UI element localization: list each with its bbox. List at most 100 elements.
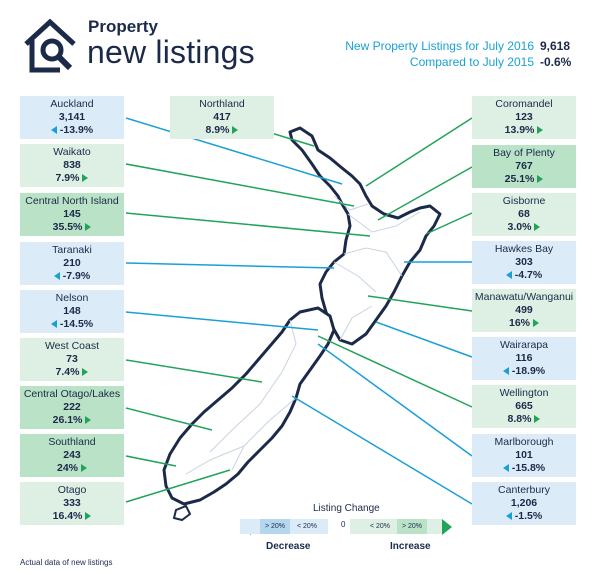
increase-arrow-icon bbox=[232, 126, 239, 134]
increase-arrow-icon bbox=[82, 368, 89, 376]
region-count: 333 bbox=[63, 497, 81, 509]
region-count: 243 bbox=[63, 449, 81, 461]
legend-inc-gt: > 20% bbox=[396, 519, 427, 534]
region-box-bay-of-plenty: Bay of Plenty 767 25.1% bbox=[472, 145, 576, 188]
footnote: Actual data of new listings bbox=[20, 558, 113, 567]
region-name: Hawkes Bay bbox=[494, 243, 554, 255]
region-change: 16% bbox=[508, 317, 530, 329]
region-name: Nelson bbox=[55, 292, 89, 304]
region-box-taranaki: Taranaki 210 -7.9% bbox=[20, 242, 124, 285]
region-change: 7.9% bbox=[55, 172, 80, 184]
region-change: -7.9% bbox=[62, 270, 91, 282]
decrease-arrow-icon bbox=[53, 272, 60, 280]
region-change: 13.9% bbox=[504, 124, 535, 136]
listings-value: 9,618 bbox=[540, 39, 571, 53]
decrease-connectors bbox=[125, 117, 473, 505]
region-name: Coromandel bbox=[495, 98, 553, 110]
region-change: 35.5% bbox=[52, 221, 83, 233]
region-change: -18.9% bbox=[511, 365, 546, 377]
region-change: 8.9% bbox=[205, 124, 230, 136]
region-name: Canterbury bbox=[498, 484, 550, 496]
region-name: Wellington bbox=[499, 387, 549, 399]
legend-title: Listing Change bbox=[313, 503, 380, 514]
compare-label: Compared to July 2015 bbox=[409, 55, 534, 69]
region-box-canterbury: Canterbury 1,206 -1.5% bbox=[472, 482, 576, 525]
legend-increase-label: Increase bbox=[390, 541, 431, 552]
region-count: 222 bbox=[63, 401, 81, 413]
region-count: 1,206 bbox=[510, 497, 538, 509]
region-change: 25.1% bbox=[504, 173, 535, 185]
legend-decrease-bar: > 20% < 20% bbox=[240, 519, 328, 534]
region-box-nelson: Nelson 148 -14.5% bbox=[20, 290, 124, 333]
region-box-gisborne: Gisborne 68 3.0% bbox=[472, 193, 576, 236]
region-count: 101 bbox=[515, 449, 533, 461]
increase-arrow-icon bbox=[534, 223, 541, 231]
region-count: 73 bbox=[66, 353, 78, 365]
region-count: 665 bbox=[515, 400, 533, 412]
house-search-logo-icon bbox=[24, 18, 76, 73]
region-boundaries bbox=[185, 195, 421, 475]
region-box-central-north-island: Central North Island 145 35.5% bbox=[20, 193, 124, 236]
region-change: 26.1% bbox=[52, 414, 83, 426]
region-box-hawkes-bay: Hawkes Bay 303 -4.7% bbox=[472, 241, 576, 284]
region-count: 123 bbox=[515, 111, 533, 123]
region-change: -1.5% bbox=[514, 510, 543, 522]
region-count: 148 bbox=[63, 305, 81, 317]
increase-arrow-icon bbox=[537, 175, 544, 183]
region-count: 3,141 bbox=[58, 111, 86, 123]
increase-arrow-icon bbox=[534, 415, 541, 423]
region-box-central-otago: Central Otago/Lakes 222 26.1% bbox=[20, 386, 124, 429]
region-name: Marlborough bbox=[494, 436, 554, 448]
increase-arrow-icon bbox=[85, 223, 92, 231]
region-change: 3.0% bbox=[507, 221, 532, 233]
listings-label: New Property Listings for July 2016 bbox=[345, 39, 534, 53]
increase-arrow-icon bbox=[82, 174, 89, 182]
region-count: 145 bbox=[63, 208, 81, 220]
region-change: 7.4% bbox=[55, 366, 80, 378]
compare-value: -0.6% bbox=[540, 55, 572, 69]
region-box-northland: Northland 417 8.9% bbox=[170, 96, 274, 139]
region-name: Auckland bbox=[50, 98, 94, 110]
decrease-arrow-icon bbox=[505, 512, 512, 520]
region-name: West Coast bbox=[44, 340, 100, 352]
region-name: Taranaki bbox=[52, 244, 92, 256]
region-name: Bay of Plenty bbox=[493, 147, 555, 159]
region-count: 499 bbox=[515, 304, 533, 316]
south-island-shape bbox=[162, 306, 336, 506]
region-box-auckland: Auckland 3,141 -13.9% bbox=[20, 96, 124, 139]
region-box-coromandel: Coromandel 123 13.9% bbox=[472, 96, 576, 139]
region-name: Northland bbox=[199, 98, 245, 110]
increase-arrow-icon bbox=[85, 416, 92, 424]
increase-arrow-icon bbox=[533, 319, 539, 327]
region-box-southland: Southland 243 24% bbox=[20, 434, 124, 477]
legend-zero: 0 bbox=[341, 520, 346, 529]
region-change: 16.4% bbox=[52, 510, 83, 522]
region-change: -15.8% bbox=[511, 462, 546, 474]
region-box-waikato: Waikato 838 7.9% bbox=[20, 144, 124, 187]
region-change: 24% bbox=[56, 462, 78, 474]
decrease-arrow-icon bbox=[502, 367, 509, 375]
region-box-marlborough: Marlborough 101 -15.8% bbox=[472, 434, 576, 477]
legend-increase-arrow-icon bbox=[442, 519, 452, 535]
region-name: Gisborne bbox=[502, 195, 546, 207]
legend-decrease-label: Decrease bbox=[266, 541, 311, 552]
legend-increase-bar: < 20% > 20% bbox=[350, 519, 442, 534]
region-box-wairarapa: Wairarapa 116 -18.9% bbox=[472, 337, 576, 380]
region-count: 68 bbox=[518, 208, 530, 220]
region-count: 417 bbox=[213, 111, 231, 123]
region-change: 8.8% bbox=[507, 413, 532, 425]
region-change: -14.5% bbox=[59, 318, 94, 330]
region-count: 838 bbox=[63, 159, 81, 171]
region-box-manawatu: Manawatu/Wanganui 499 16% bbox=[472, 289, 576, 332]
region-box-otago: Otago 333 16.4% bbox=[20, 482, 124, 525]
decrease-arrow-icon bbox=[50, 320, 57, 328]
region-name: Wairarapa bbox=[499, 339, 549, 351]
increase-arrow-icon bbox=[85, 512, 92, 520]
region-count: 116 bbox=[515, 352, 533, 364]
stewart-island-shape bbox=[172, 504, 192, 522]
increase-arrow-icon bbox=[537, 126, 544, 134]
region-name: Waikato bbox=[53, 146, 91, 158]
region-count: 303 bbox=[515, 256, 533, 268]
page-title: new listings bbox=[87, 34, 255, 70]
summary: New Property Listings for July 2016 9,61… bbox=[345, 38, 576, 70]
